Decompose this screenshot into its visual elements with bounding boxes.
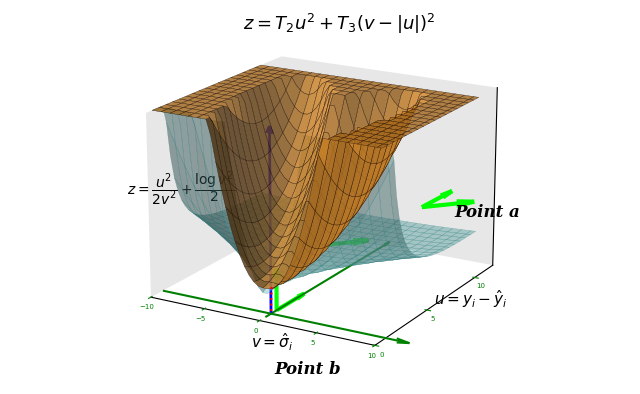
Text: $v = \hat{\sigma}_i$: $v = \hat{\sigma}_i$ (252, 331, 294, 353)
Text: $z = T_2u^2 + T_3(v - |u|)^2$: $z = T_2u^2 + T_3(v - |u|)^2$ (243, 12, 436, 36)
Text: Point a: Point a (454, 204, 520, 221)
Text: Point b: Point b (275, 361, 342, 378)
Text: $z = \dfrac{u^2}{2v^2} + \dfrac{\log v^2}{2}$: $z = \dfrac{u^2}{2v^2} + \dfrac{\log v^2… (127, 170, 235, 208)
Text: $u = y_i - \hat{y}_i$: $u = y_i - \hat{y}_i$ (435, 288, 508, 310)
